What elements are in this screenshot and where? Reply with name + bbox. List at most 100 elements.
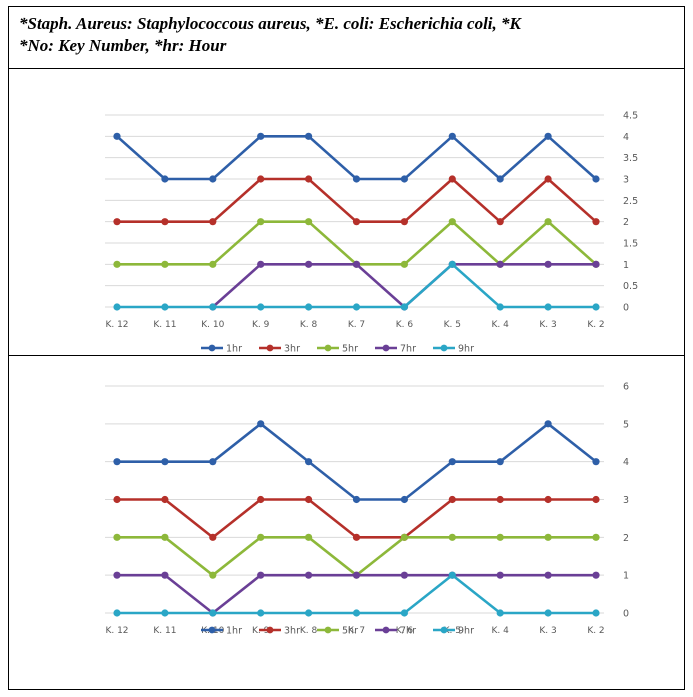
data-point (544, 175, 552, 183)
data-point (305, 495, 313, 504)
caption-line-2: *No: Key Number, *hr: Hour (19, 36, 227, 55)
data-point (352, 571, 361, 579)
y-tick-label: 3.5 (623, 153, 638, 164)
series-line (117, 573, 596, 615)
y-tick-label: 6 (623, 382, 629, 393)
x-tick-label: K. 12 (105, 626, 128, 636)
series-line (117, 498, 596, 539)
legend: 1hr 3hr 5hr 7hr 9hr (201, 626, 474, 637)
y-tick-label: 2 (623, 217, 629, 228)
data-point (496, 303, 504, 311)
y-tick-label: 0 (623, 609, 629, 620)
data-point (209, 609, 217, 617)
data-point (592, 218, 600, 226)
data-point (305, 175, 313, 183)
data-point (592, 571, 600, 579)
series-9hr (113, 260, 600, 311)
data-point (592, 533, 600, 541)
data-point (400, 218, 408, 226)
y-tick-label: 3 (623, 495, 629, 506)
x-tick-label: K. 7 (348, 626, 365, 636)
data-point (400, 303, 408, 311)
x-tick-label: K. 3 (539, 320, 556, 330)
chart-1: 0 0.5 1 1.5 2 2.5 3 3.5 4 4.5 K. 12 K. 11 K. 10 K. 9 K… (105, 111, 638, 355)
data-point (161, 175, 169, 183)
data-point (448, 571, 456, 579)
data-point (496, 609, 504, 617)
x-tick-label: K. 5 (444, 320, 461, 330)
data-point (161, 218, 169, 226)
data-point (592, 495, 600, 504)
data-point (113, 132, 121, 140)
data-point (592, 175, 600, 183)
legend-marker (324, 626, 332, 634)
y-tick-label: 0.5 (623, 281, 638, 292)
data-point (448, 495, 456, 504)
data-point (544, 533, 552, 541)
data-point (448, 533, 456, 541)
data-point (400, 571, 408, 579)
data-point (544, 132, 552, 140)
data-point (161, 571, 169, 579)
x-tick-label: K. 8 (300, 320, 318, 330)
data-point (257, 260, 265, 268)
data-point (496, 495, 504, 504)
x-tick-label: K. 7 (348, 320, 365, 330)
legend: 1hr 3hr 5hr 7hr 9hr (201, 344, 474, 355)
data-point (352, 303, 361, 311)
data-point (544, 260, 552, 268)
data-point (257, 420, 265, 428)
data-point (544, 495, 552, 504)
y-tick-label: 1 (623, 571, 629, 582)
data-point (113, 218, 121, 226)
data-point (209, 571, 217, 579)
caption: *Staph. Aureus: Staphylococcous aureus, … (9, 7, 684, 69)
data-point (161, 458, 169, 466)
data-point (592, 303, 600, 311)
data-point (352, 609, 361, 617)
series-line (117, 536, 596, 577)
data-point (544, 303, 552, 311)
x-tick-label: K. 11 (153, 320, 176, 330)
data-point (305, 132, 313, 140)
data-point (544, 571, 552, 579)
data-point (592, 260, 600, 268)
data-point (257, 609, 265, 617)
legend-label: 9hr (458, 344, 474, 355)
data-point (209, 218, 217, 226)
data-point (305, 218, 313, 226)
x-tick-label: K. 3 (539, 626, 556, 636)
legend-label: 5hr (342, 626, 358, 637)
y-tick-label: 1 (623, 260, 629, 271)
data-point (448, 175, 456, 183)
data-point (544, 218, 552, 226)
data-point (161, 260, 169, 268)
series-3hr (113, 175, 600, 226)
x-tick-label: K. 4 (492, 320, 510, 330)
data-point (305, 303, 313, 311)
data-point (161, 533, 169, 541)
data-point (496, 218, 504, 226)
legend-marker (208, 344, 216, 352)
data-point (113, 533, 121, 541)
data-point (257, 571, 265, 579)
y-tick-label: 4 (623, 132, 629, 143)
data-point (209, 175, 217, 183)
legend-label: 1hr (226, 626, 242, 637)
data-point (161, 609, 169, 617)
y-tick-label: 4.5 (623, 111, 638, 122)
data-point (257, 132, 265, 140)
data-point (257, 533, 265, 541)
legend-label: 5hr (342, 344, 358, 355)
data-point (305, 533, 313, 541)
legend-marker (266, 344, 274, 352)
y-tick-label: 5 (623, 419, 629, 430)
data-point (209, 303, 217, 311)
data-point (352, 218, 361, 226)
caption-line-1: *Staph. Aureus: Staphylococcous aureus, … (19, 14, 521, 33)
series-9hr (113, 571, 600, 617)
data-point (448, 458, 456, 466)
legend-marker (324, 344, 332, 352)
x-tick-label: K. 2 (587, 626, 604, 636)
